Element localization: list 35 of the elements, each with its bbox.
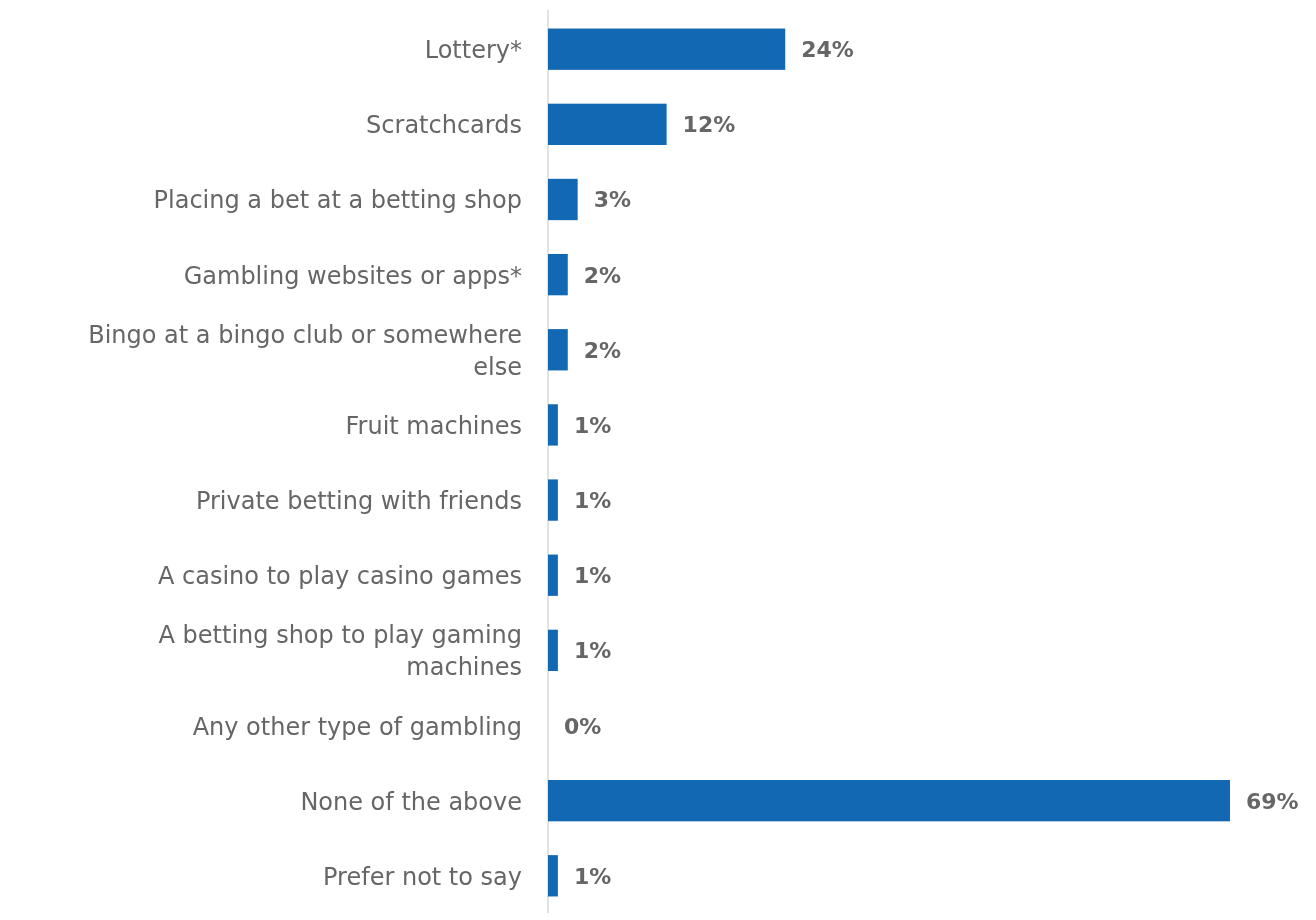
y-tick-label: Any other type of gambling (192, 712, 522, 741)
data-label: 1% (573, 488, 612, 514)
y-tick-label: Placing a bet at a betting shop (153, 186, 522, 215)
bar (548, 404, 558, 446)
bar (548, 855, 558, 897)
data-label: 1% (573, 863, 612, 889)
data-label: 1% (573, 412, 612, 438)
bar (548, 479, 558, 521)
data-label: 24% (801, 37, 854, 63)
data-label: 1% (573, 563, 612, 589)
bar (548, 329, 568, 371)
data-label: 0% (564, 713, 602, 739)
bar (548, 28, 786, 70)
y-tick-label: Scratchcards (366, 111, 522, 140)
bar (548, 103, 667, 146)
bar (548, 253, 568, 296)
y-tick-label: Bingo at a bingo club or somewhere else (88, 320, 522, 381)
data-label: 69% (1246, 788, 1299, 814)
bar (548, 178, 578, 221)
y-tick-label: Prefer not to say (323, 862, 522, 891)
y-tick-label: Fruit machines (345, 411, 522, 440)
bar (548, 779, 1230, 822)
data-label: 2% (583, 337, 622, 363)
data-label: 2% (583, 262, 622, 288)
bar (548, 629, 558, 672)
y-tick-label: A casino to play casino games (158, 562, 522, 591)
bar (548, 554, 558, 596)
y-tick-label: A betting shop to play gaming machines (158, 621, 522, 682)
y-tick-label: Lottery* (424, 36, 522, 65)
y-tick-label: Gambling websites or apps* (183, 261, 522, 290)
data-label: 3% (593, 187, 632, 213)
y-tick-label: Private betting with friends (195, 487, 522, 516)
data-label: 1% (573, 638, 612, 664)
y-tick-label: None of the above (300, 787, 522, 816)
data-label: 12% (682, 112, 736, 138)
